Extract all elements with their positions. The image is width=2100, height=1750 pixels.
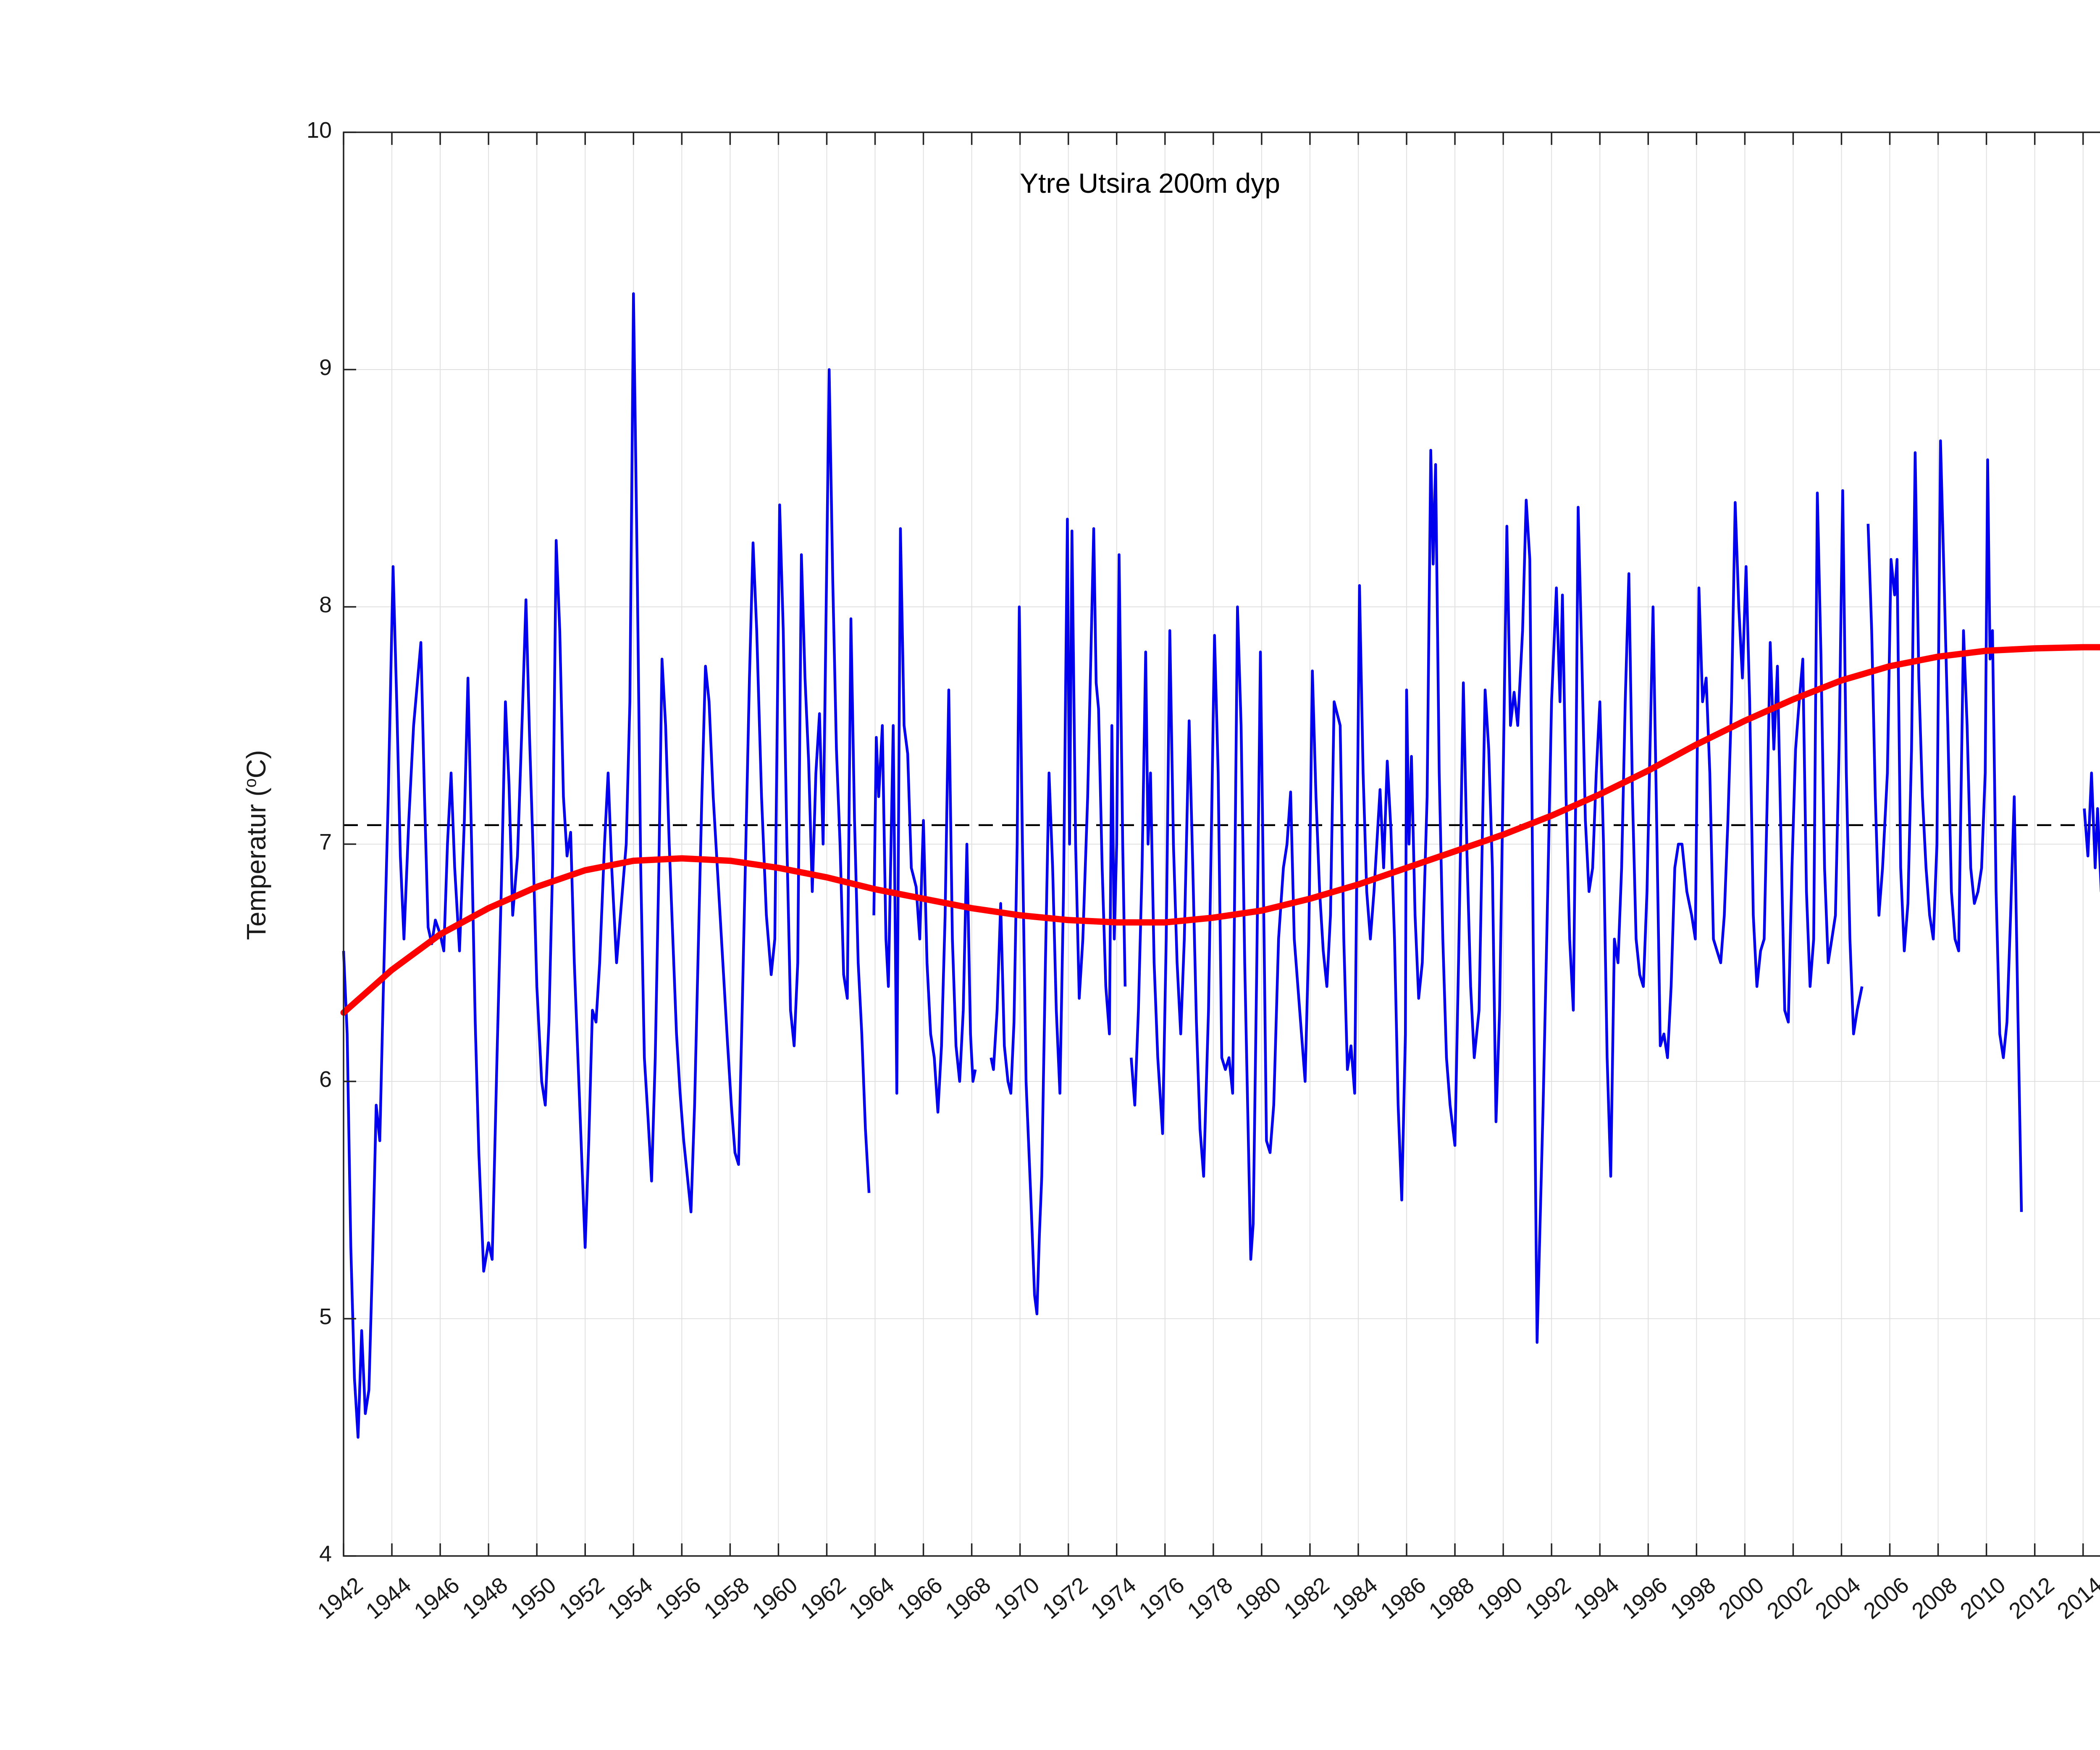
y-tick-label: 5 xyxy=(319,1304,332,1329)
y-tick-label: 6 xyxy=(319,1067,332,1092)
y-tick-label: 10 xyxy=(306,118,332,143)
y-axis-label: Temperatur (oC) xyxy=(241,698,272,992)
trend-series-path xyxy=(340,644,2100,1016)
observed-series-path xyxy=(1130,449,1864,1344)
y-tick-label: 8 xyxy=(319,592,332,617)
observed-series-path xyxy=(2083,771,2100,892)
observed-series-path xyxy=(872,527,977,1114)
y-axis-label-text: Temperatur ( xyxy=(241,787,271,940)
y-tick-label: 4 xyxy=(319,1541,332,1566)
y-tick-label: 7 xyxy=(319,829,332,855)
observed-series-path xyxy=(1866,439,2023,1212)
chart-title: Ytre Utsira 200m dyp xyxy=(1020,168,1280,199)
observed-series-path xyxy=(990,517,1127,1315)
degree-symbol: o xyxy=(241,778,260,788)
y-tick-label: 9 xyxy=(319,355,332,380)
y-axis-label-unit: C) xyxy=(241,750,271,779)
